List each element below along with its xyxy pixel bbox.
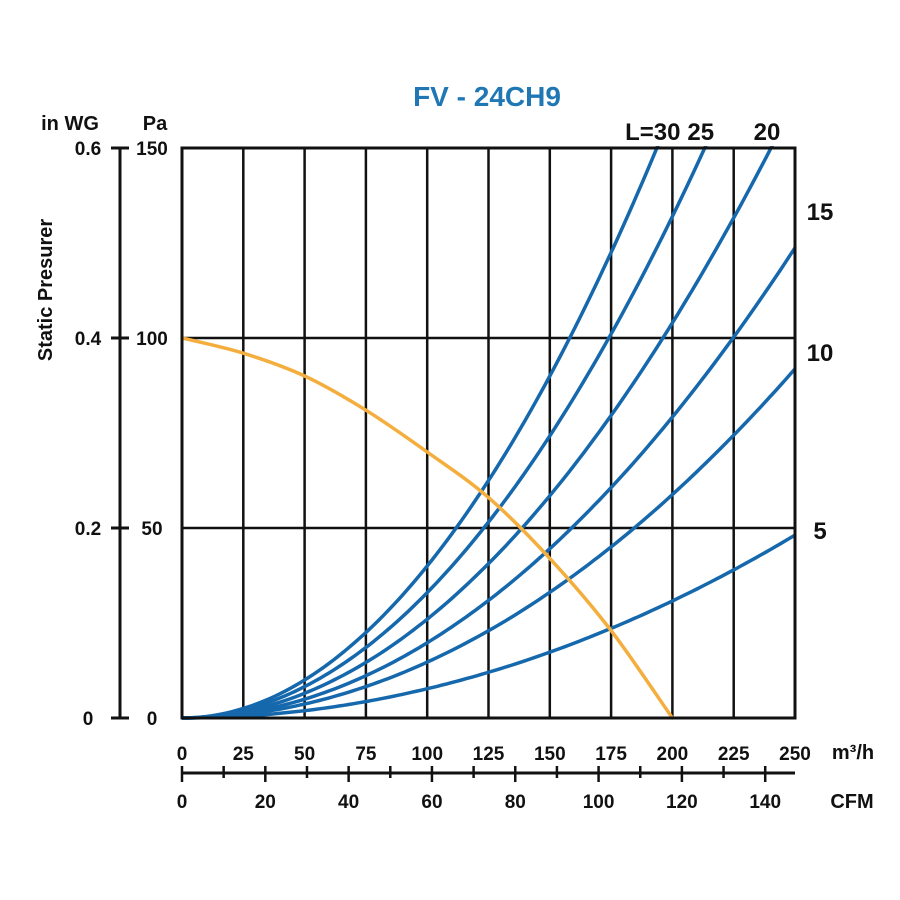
y-tick-inwg-0.6: 0.6: [75, 139, 101, 160]
x-tick-m3h-125: 125: [473, 744, 505, 765]
x-tick-m3h-50: 50: [294, 744, 315, 765]
x-tick-m3h-225: 225: [718, 744, 750, 765]
x-tick-m3h-100: 100: [411, 744, 443, 765]
system-curve-5: [182, 533, 795, 720]
x-tick-cfm-20: 20: [255, 792, 276, 813]
y-tick-pa-100: 100: [136, 329, 168, 350]
y-tick-inwg-0.4: 0.4: [75, 329, 102, 350]
curve-label-15: 15: [807, 199, 834, 226]
y-tick-inwg-0: 0: [83, 709, 94, 730]
chart-title: FV - 24CH9: [413, 81, 561, 112]
plot-border: [180, 146, 797, 720]
x-tick-m3h-175: 175: [595, 744, 627, 765]
system-curve-10: [182, 367, 795, 720]
system-curve-20: [182, 146, 774, 720]
x-unit-secondary: CFM: [830, 791, 873, 813]
y-tick-inwg-0.2: 0.2: [75, 519, 101, 540]
x-tick-cfm-80: 80: [505, 792, 526, 813]
y-tick-pa-50: 50: [141, 519, 162, 540]
y-unit-right: Pa: [143, 113, 168, 135]
x-tick-cfm-0: 0: [177, 792, 188, 813]
x-tick-m3h-150: 150: [534, 744, 566, 765]
curve-label-5: 5: [813, 518, 826, 545]
fan-curve: [182, 336, 675, 720]
x-tick-m3h-25: 25: [233, 744, 255, 765]
x-unit-primary: m³/h: [832, 742, 874, 764]
x-tick-cfm-140: 140: [749, 792, 781, 813]
curve-label-25: 25: [687, 119, 714, 146]
curve-label-30: L=30: [625, 119, 680, 146]
x-tick-cfm-40: 40: [338, 792, 359, 813]
x-tick-m3h-200: 200: [657, 744, 689, 765]
x-tick-cfm-60: 60: [421, 792, 442, 813]
system-curve-25: [182, 146, 708, 720]
x-tick-cfm-100: 100: [583, 792, 615, 813]
system-curve-30: [182, 146, 660, 720]
y-unit-left: in WG: [41, 113, 99, 135]
y-axis-title: Static Presurer: [35, 219, 57, 362]
x-tick-m3h-75: 75: [355, 744, 377, 765]
curve-label-20: 20: [754, 119, 781, 146]
x-tick-m3h-250: 250: [779, 744, 811, 765]
y-tick-pa-150: 150: [136, 139, 168, 160]
curve-label-10: 10: [807, 340, 834, 367]
x-tick-cfm-120: 120: [666, 792, 698, 813]
y-tick-pa-0: 0: [147, 709, 158, 730]
x-tick-m3h-0: 0: [177, 744, 188, 765]
system-curve-15: [182, 246, 795, 720]
